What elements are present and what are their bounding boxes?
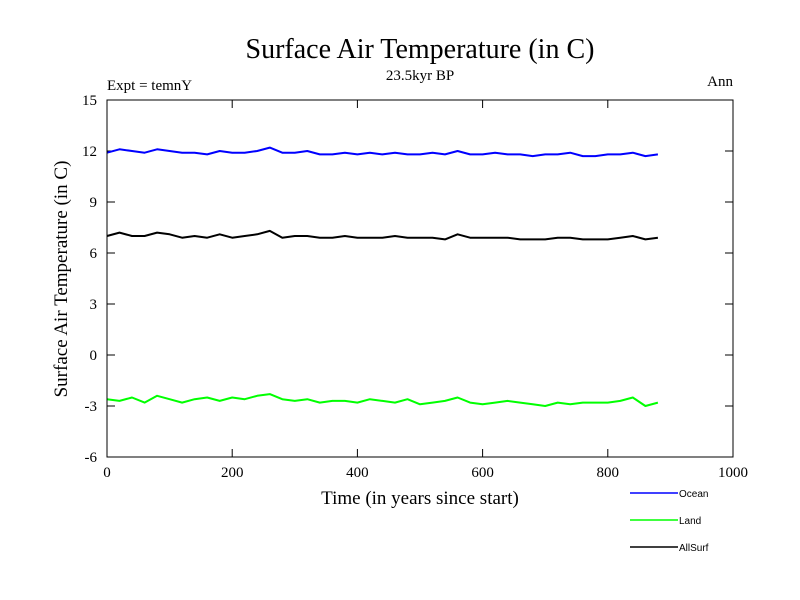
legend-label-ocean: Ocean xyxy=(679,489,708,500)
y-tick-label: -3 xyxy=(85,399,98,415)
y-tick-label: 3 xyxy=(90,297,98,313)
x-tick-label: 1000 xyxy=(718,465,748,481)
y-tick-label: 9 xyxy=(90,195,98,211)
legend-label-land: Land xyxy=(679,516,701,527)
series-line-allsurf xyxy=(106,229,659,241)
x-tick-label: 200 xyxy=(221,465,244,481)
x-tick-label: 400 xyxy=(346,465,369,481)
y-axis-label: Surface Air Temperature (in C) xyxy=(51,161,72,398)
series-line-land xyxy=(106,393,659,407)
chart-subtitle: 23.5kyr BP xyxy=(386,68,454,84)
experiment-label: Expt = temnY xyxy=(107,78,192,94)
plot-area: 0 200 400 600 800 1000 -6 -3 0 3 6 9 12 15 xyxy=(82,93,748,481)
plot-frame xyxy=(106,99,734,458)
x-tick-label: 0 xyxy=(103,465,111,481)
legend: Ocean Land AllSurf xyxy=(630,489,709,554)
y-tick-label: 0 xyxy=(90,348,98,364)
x-tick-label: 800 xyxy=(597,465,620,481)
x-axis-label: Time (in years since start) xyxy=(321,488,519,509)
y-tick-label: 6 xyxy=(90,246,98,262)
y-tick-label: 15 xyxy=(82,93,97,109)
series-line-ocean xyxy=(106,146,659,158)
chart-title: Surface Air Temperature (in C) xyxy=(246,34,595,65)
y-tick-label: 12 xyxy=(82,144,97,160)
y-tick-label: -6 xyxy=(85,450,98,466)
legend-label-allsurf: AllSurf xyxy=(679,543,709,554)
season-label: Ann xyxy=(707,74,733,90)
x-tick-label: 600 xyxy=(471,465,494,481)
